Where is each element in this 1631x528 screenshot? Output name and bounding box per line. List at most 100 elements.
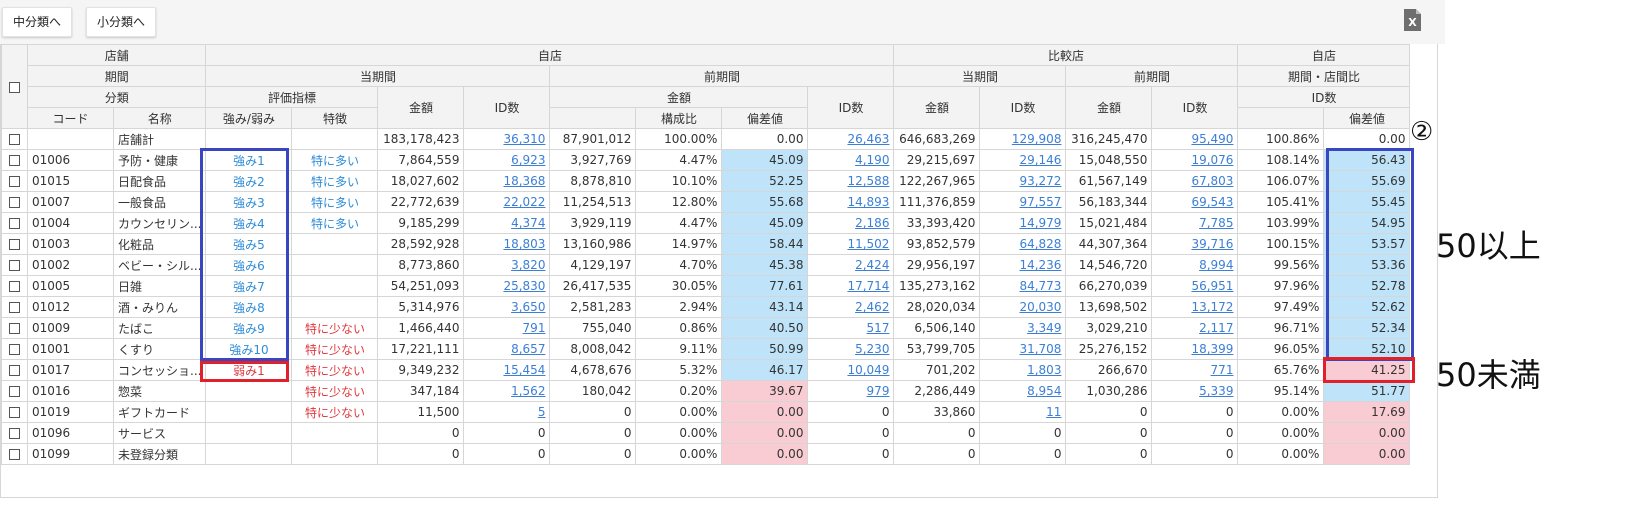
cur-id-link[interactable]: 3,650 xyxy=(511,300,546,314)
excel-export-icon[interactable]: X xyxy=(1404,9,1421,31)
cmp-prev-id-link[interactable]: 771 xyxy=(1210,363,1234,377)
header-deviation[interactable]: 偏差値 xyxy=(721,107,809,129)
prev-id-link[interactable]: 2,186 xyxy=(855,216,890,230)
cell-cmp-prev-id[interactable]: 39,716 xyxy=(1151,233,1239,255)
row-checkbox[interactable] xyxy=(9,239,20,250)
prev-id-link[interactable]: 979 xyxy=(866,384,890,398)
cell-cmp-prev-id[interactable]: 56,951 xyxy=(1151,275,1239,297)
cmp-cur-id-link[interactable]: 20,030 xyxy=(1019,300,1062,314)
cell-cmp-prev-id[interactable]: 69,543 xyxy=(1151,191,1239,213)
row-checkbox[interactable] xyxy=(9,407,20,418)
cell-cur-id[interactable]: 6,923 xyxy=(463,149,551,171)
cell-prev-id[interactable]: 4,190 xyxy=(807,149,895,171)
header-code[interactable]: コード xyxy=(27,107,114,129)
cell-prev-id[interactable]: 10,049 xyxy=(807,359,895,381)
table-row[interactable]: 01015 日配食品 強み2 特に多い 18,027,602 18,368 8,878,81… xyxy=(1,170,1411,192)
prev-id-link[interactable]: 17,714 xyxy=(847,279,890,293)
select-all-checkbox-cell[interactable] xyxy=(1,44,28,129)
cur-id-link[interactable]: 15,454 xyxy=(503,363,546,377)
cell-cmp-cur-id[interactable]: 84,773 xyxy=(979,275,1067,297)
header-name[interactable]: 名称 xyxy=(112,107,207,129)
cmp-cur-id-link[interactable]: 29,146 xyxy=(1019,153,1062,167)
cell-cur-id[interactable]: 18,803 xyxy=(463,233,551,255)
table-row[interactable]: 01004 カウンセリン... 強み4 特に多い 9,185,299 4,374 3,929… xyxy=(1,212,1411,234)
cell-cmp-cur-id[interactable]: 14,236 xyxy=(979,254,1067,276)
cell-cmp-prev-id[interactable]: 5,339 xyxy=(1151,380,1239,402)
cell-cmp-cur-id[interactable]: 97,557 xyxy=(979,191,1067,213)
cur-id-link[interactable]: 3,820 xyxy=(511,258,546,272)
table-row[interactable]: 01016 惣菜 特に少ない 347,184 1,562 180,042 0.20% 39.6… xyxy=(1,380,1411,402)
cmp-prev-id-link[interactable]: 39,716 xyxy=(1191,237,1234,251)
row-checkbox[interactable] xyxy=(9,449,20,460)
row-checkbox[interactable] xyxy=(9,365,20,376)
cell-prev-id[interactable]: 14,893 xyxy=(807,191,895,213)
table-row[interactable]: 01003 化粧品 強み5 28,592,928 18,803 13,160,986 14.… xyxy=(1,233,1411,255)
prev-id-link[interactable]: 2,424 xyxy=(855,258,890,272)
header-compare-previous-id[interactable]: ID数 xyxy=(1151,86,1239,129)
row-checkbox-cell[interactable] xyxy=(1,317,28,339)
cmp-cur-id-link[interactable]: 129,908 xyxy=(1011,132,1062,146)
cmp-cur-id-link[interactable]: 97,557 xyxy=(1019,195,1062,209)
cell-cur-id[interactable]: 25,830 xyxy=(463,275,551,297)
row-checkbox-cell[interactable] xyxy=(1,443,28,465)
cmp-prev-id-link[interactable]: 95,490 xyxy=(1191,132,1234,146)
header-compare-current-amount[interactable]: 金額 xyxy=(893,86,981,129)
prev-id-link[interactable]: 5,230 xyxy=(855,342,890,356)
cmp-prev-id-link[interactable]: 2,117 xyxy=(1199,321,1234,335)
prev-id-link[interactable]: 26,463 xyxy=(847,132,890,146)
header-compare-current-id[interactable]: ID数 xyxy=(979,86,1067,129)
cur-id-link[interactable]: 18,368 xyxy=(503,174,546,188)
cmp-prev-id-link[interactable]: 69,543 xyxy=(1191,195,1234,209)
row-checkbox[interactable] xyxy=(9,155,20,166)
cmp-prev-id-link[interactable]: 56,951 xyxy=(1191,279,1234,293)
cell-prev-id[interactable]: 26,463 xyxy=(807,128,895,150)
cmp-prev-id-link[interactable]: 13,172 xyxy=(1191,300,1234,314)
cell-cmp-cur-id[interactable]: 129,908 xyxy=(979,128,1067,150)
small-category-button[interactable]: 小分類へ xyxy=(86,7,157,37)
cell-cmp-prev-id[interactable]: 7,785 xyxy=(1151,212,1239,234)
prev-id-link[interactable]: 11,502 xyxy=(847,237,890,251)
table-row[interactable]: 01001 くすり 強み10 特に少ない 17,221,111 8,657 8,008,04… xyxy=(1,338,1411,360)
header-compare-previous-amount[interactable]: 金額 xyxy=(1065,86,1153,129)
cell-cmp-prev-id[interactable]: 771 xyxy=(1151,359,1239,381)
prev-id-link[interactable]: 517 xyxy=(866,321,890,335)
cell-cmp-cur-id[interactable]: 20,030 xyxy=(979,296,1067,318)
table-row[interactable]: 01006 予防・健康 強み1 特に多い 7,864,559 6,923 3,927,769… xyxy=(1,149,1411,171)
prev-id-link[interactable]: 14,893 xyxy=(847,195,890,209)
header-current-amount[interactable]: 金額 xyxy=(377,86,465,129)
cell-cmp-cur-id[interactable]: 8,954 xyxy=(979,380,1067,402)
row-checkbox-cell[interactable] xyxy=(1,359,28,381)
cmp-prev-id-link[interactable]: 67,803 xyxy=(1191,174,1234,188)
cmp-prev-id-link[interactable]: 19,076 xyxy=(1191,153,1234,167)
row-checkbox[interactable] xyxy=(9,134,20,145)
table-row[interactable]: 01096 サービス 0 0 0 0.00% 0.00 0 0 0 0 0 0.00% 0.00 xyxy=(1,422,1411,444)
cell-cur-id[interactable]: 18,368 xyxy=(463,170,551,192)
select-all-checkbox[interactable] xyxy=(9,81,20,93)
cmp-cur-id-link[interactable]: 3,349 xyxy=(1027,321,1062,335)
cell-cur-id[interactable]: 15,454 xyxy=(463,359,551,381)
row-checkbox[interactable] xyxy=(9,344,20,355)
header-current-id[interactable]: ID数 xyxy=(463,86,551,129)
row-checkbox-cell[interactable] xyxy=(1,275,28,297)
cell-prev-id[interactable]: 979 xyxy=(807,380,895,402)
row-checkbox-cell[interactable] xyxy=(1,149,28,171)
row-checkbox-cell[interactable] xyxy=(1,422,28,444)
cmp-cur-id-link[interactable]: 14,236 xyxy=(1019,258,1062,272)
row-checkbox[interactable] xyxy=(9,386,20,397)
cell-cmp-cur-id[interactable]: 3,349 xyxy=(979,317,1067,339)
cell-cmp-prev-id[interactable]: 95,490 xyxy=(1151,128,1239,150)
prev-id-link[interactable]: 10,049 xyxy=(847,363,890,377)
cell-cmp-prev-id[interactable]: 19,076 xyxy=(1151,149,1239,171)
cmp-cur-id-link[interactable]: 31,708 xyxy=(1019,342,1062,356)
row-checkbox-cell[interactable] xyxy=(1,254,28,276)
header-ratio-deviation[interactable]: 偏差値 xyxy=(1323,107,1411,129)
row-checkbox-cell[interactable] xyxy=(1,170,28,192)
cell-prev-id[interactable]: 2,186 xyxy=(807,212,895,234)
table-row[interactable]: 01009 たばこ 強み9 特に少ない 1,466,440 791 755,040 0.86%… xyxy=(1,317,1411,339)
cur-id-link[interactable]: 4,374 xyxy=(511,216,546,230)
cmp-cur-id-link[interactable]: 93,272 xyxy=(1019,174,1062,188)
row-checkbox[interactable] xyxy=(9,260,20,271)
cmp-cur-id-link[interactable]: 14,979 xyxy=(1019,216,1062,230)
row-checkbox-cell[interactable] xyxy=(1,128,28,150)
row-checkbox-cell[interactable] xyxy=(1,380,28,402)
